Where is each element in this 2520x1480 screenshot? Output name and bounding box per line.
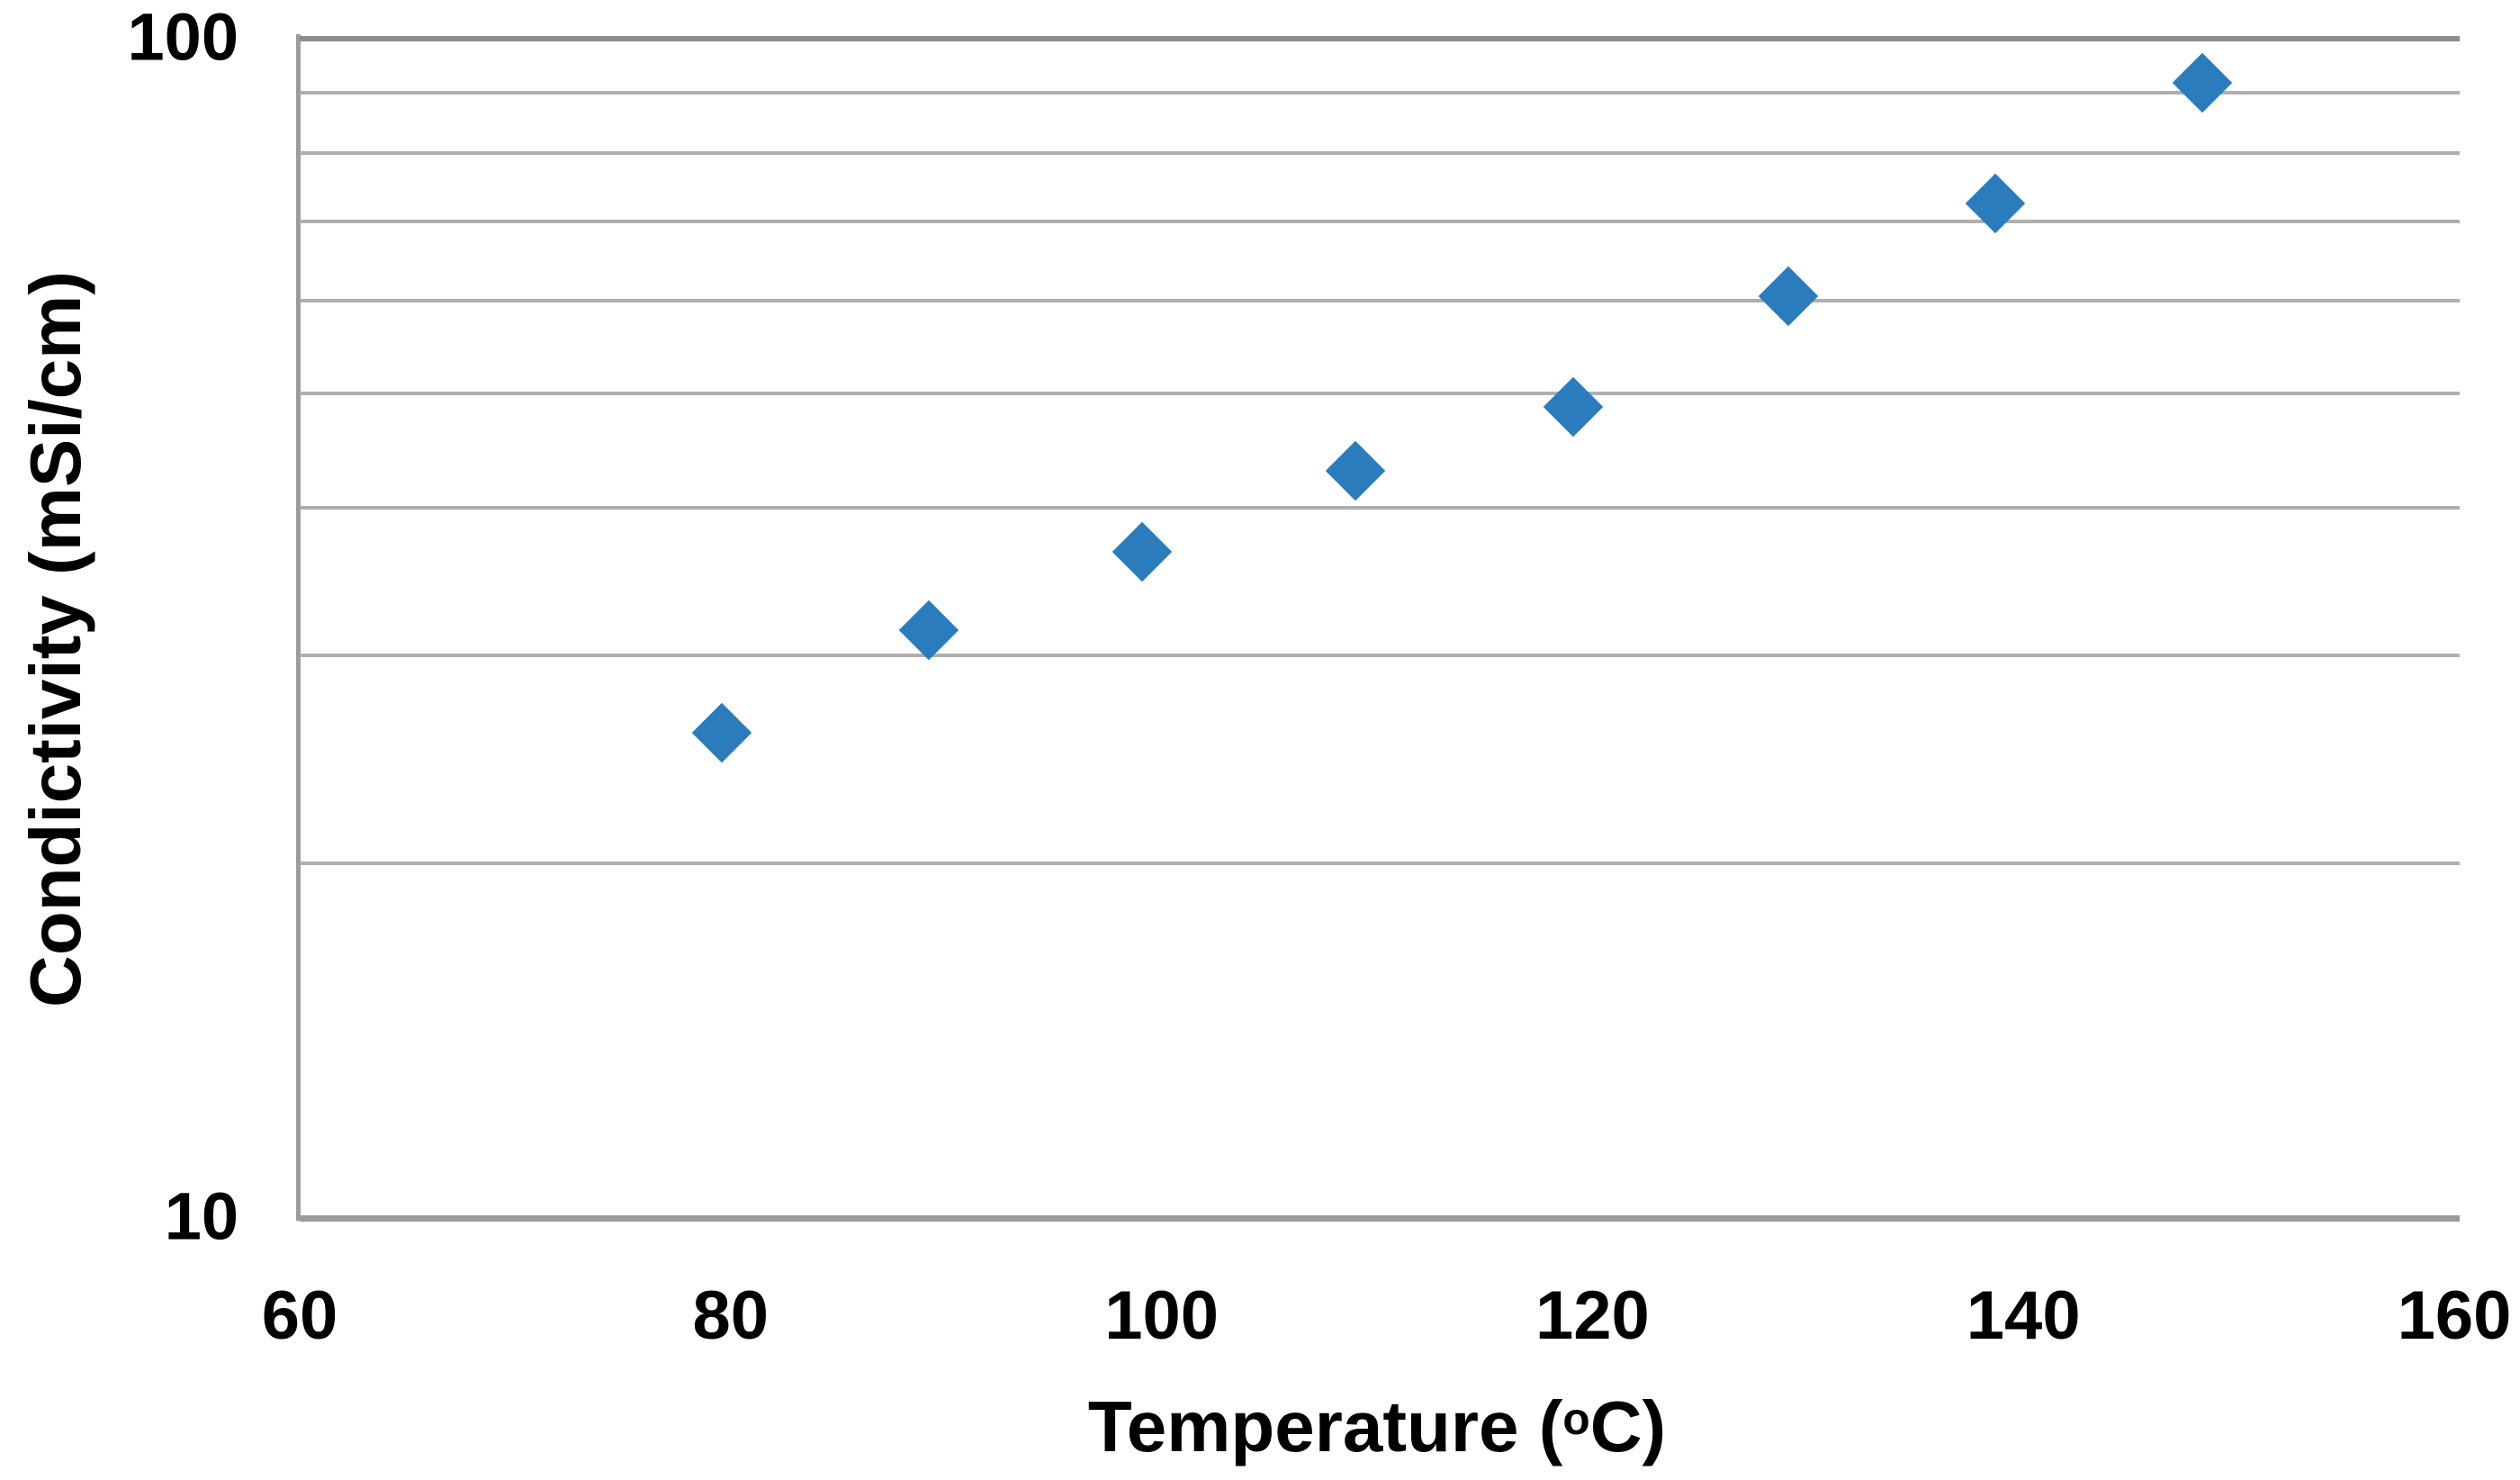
data-point-diamond xyxy=(2172,52,2233,113)
data-point-diamond xyxy=(691,702,752,763)
data-point-diamond xyxy=(1112,522,1173,582)
gridline-70 xyxy=(300,219,2460,223)
data-point-diamond xyxy=(1543,377,1604,438)
x-axis-line xyxy=(300,1215,2460,1222)
x-tick-label-60: 60 xyxy=(261,1277,338,1354)
gridline-40 xyxy=(300,506,2460,510)
data-point-diamond xyxy=(1759,266,1819,327)
gridline-30 xyxy=(300,653,2460,657)
y-tick-label-10: 10 xyxy=(164,1178,238,1254)
gridline-60 xyxy=(300,298,2460,302)
data-point-diamond xyxy=(1965,173,2026,234)
x-tick-label-140: 140 xyxy=(1966,1277,2081,1354)
x-axis-title-superscript: o xyxy=(1562,1394,1590,1445)
x-axis-title: Temperature (oC) xyxy=(1088,1391,1666,1463)
data-point-diamond xyxy=(898,600,959,661)
gridline-20 xyxy=(300,861,2460,865)
plot-area xyxy=(300,39,2460,1218)
plot-top-border xyxy=(300,36,2460,41)
y-axis-title: Condictivity (mSi/cm) xyxy=(15,271,95,1007)
data-point-diamond xyxy=(1325,440,1386,501)
x-tick-label-80: 80 xyxy=(692,1277,770,1354)
x-tick-label-100: 100 xyxy=(1104,1277,1219,1354)
x-tick-label-160: 160 xyxy=(2397,1277,2512,1354)
x-axis-title-text: C) xyxy=(1589,1386,1667,1466)
x-axis-title-text: Temperature ( xyxy=(1087,1386,1563,1466)
gridline-50 xyxy=(300,392,2460,396)
y-axis-line xyxy=(296,34,301,1221)
x-tick-label-120: 120 xyxy=(1534,1277,1650,1354)
gridline-80 xyxy=(300,150,2460,155)
gridline-90 xyxy=(300,90,2460,95)
y-tick-label-100: 100 xyxy=(127,0,238,75)
